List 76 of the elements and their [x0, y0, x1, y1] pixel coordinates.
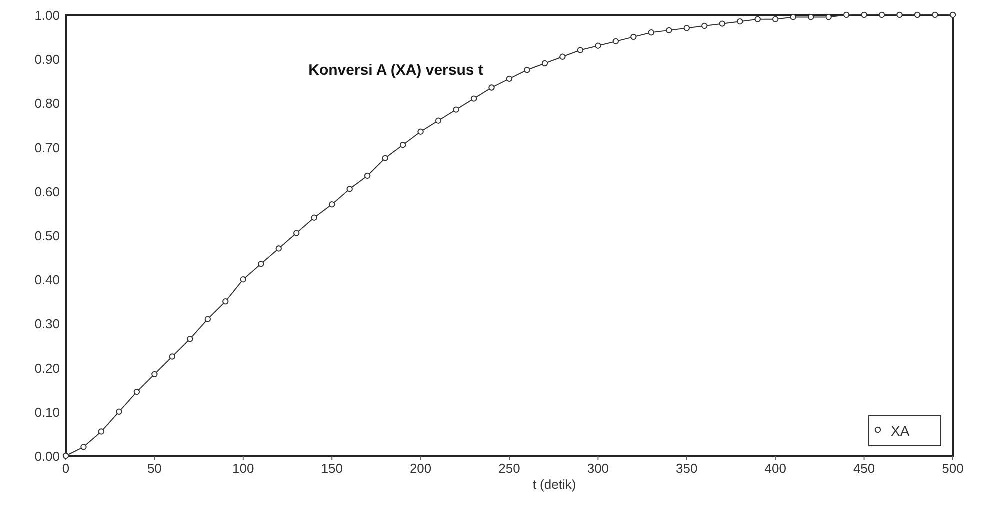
- point: [914, 12, 921, 18]
- point: [329, 202, 336, 208]
- y-tick-label: 0.40: [34, 272, 60, 288]
- x-tick-label: 350: [676, 461, 698, 476]
- x-tick-label: 200: [410, 461, 432, 476]
- point: [896, 12, 903, 18]
- y-tick-label: 0.60: [34, 184, 60, 200]
- point: [808, 14, 814, 20]
- point: [400, 142, 406, 148]
- point: [276, 246, 282, 252]
- y-tick-label: 0.70: [34, 140, 60, 156]
- point: [612, 38, 620, 45]
- point: [542, 60, 548, 67]
- y-tick-label: 0.20: [34, 360, 60, 376]
- point: [843, 12, 850, 18]
- x-tick-label: 250: [498, 461, 520, 476]
- point: [418, 128, 424, 135]
- point: [684, 25, 690, 32]
- y-tick-label: 0.50: [34, 228, 60, 244]
- x-tick-label: 400: [764, 461, 786, 476]
- point: [790, 14, 796, 20]
- point: [294, 230, 300, 236]
- point: [950, 12, 956, 18]
- point: [453, 106, 460, 113]
- x-tick-label: 50: [147, 461, 162, 476]
- point: [702, 22, 708, 30]
- point: [187, 336, 194, 342]
- y-tick-label: 0.10: [34, 404, 60, 420]
- x-tick-label: 500: [942, 461, 964, 476]
- x-tick-label: 300: [587, 461, 610, 476]
- x-tick-label: 150: [321, 461, 343, 476]
- y-tick-label: 0.00: [34, 449, 60, 464]
- y-tick-label: 1.00: [34, 8, 60, 23]
- point: [772, 16, 779, 23]
- point: [506, 76, 513, 82]
- point: [152, 371, 158, 378]
- point: [826, 14, 832, 20]
- point: [169, 354, 176, 360]
- point: [364, 172, 371, 180]
- y-tick-label: 0.90: [34, 52, 60, 68]
- point: [577, 47, 584, 54]
- point: [98, 428, 105, 435]
- point: [258, 261, 264, 268]
- point: [134, 388, 140, 396]
- point: [470, 96, 478, 102]
- point: [435, 118, 442, 124]
- point: [240, 276, 246, 283]
- point: [932, 12, 938, 18]
- point: [346, 186, 353, 192]
- point: [524, 67, 530, 74]
- x-tick-label: 0: [62, 461, 70, 476]
- point: [116, 408, 122, 415]
- point: [666, 27, 672, 34]
- x-axis-title: t (detik): [532, 477, 576, 492]
- point: [737, 18, 744, 25]
- point: [560, 54, 566, 60]
- point: [204, 316, 212, 322]
- legend-label: XA: [891, 423, 910, 439]
- x-tick-label: 450: [853, 461, 876, 476]
- point: [630, 34, 637, 40]
- y-tick-label: 0.80: [34, 96, 60, 112]
- text: Konversi A (XA) versus t: [308, 62, 484, 79]
- point: [382, 155, 388, 162]
- point: [719, 20, 726, 27]
- point: [754, 16, 761, 23]
- point: [62, 452, 70, 460]
- point: [861, 12, 868, 18]
- point: [488, 84, 495, 91]
- x-tick-label: 100: [232, 461, 254, 476]
- point: [648, 30, 655, 36]
- point: [311, 214, 318, 221]
- point: [878, 12, 886, 18]
- point: [222, 298, 229, 305]
- y-tick-label: 0.30: [34, 316, 60, 332]
- point: [80, 444, 87, 450]
- point: [595, 42, 602, 49]
